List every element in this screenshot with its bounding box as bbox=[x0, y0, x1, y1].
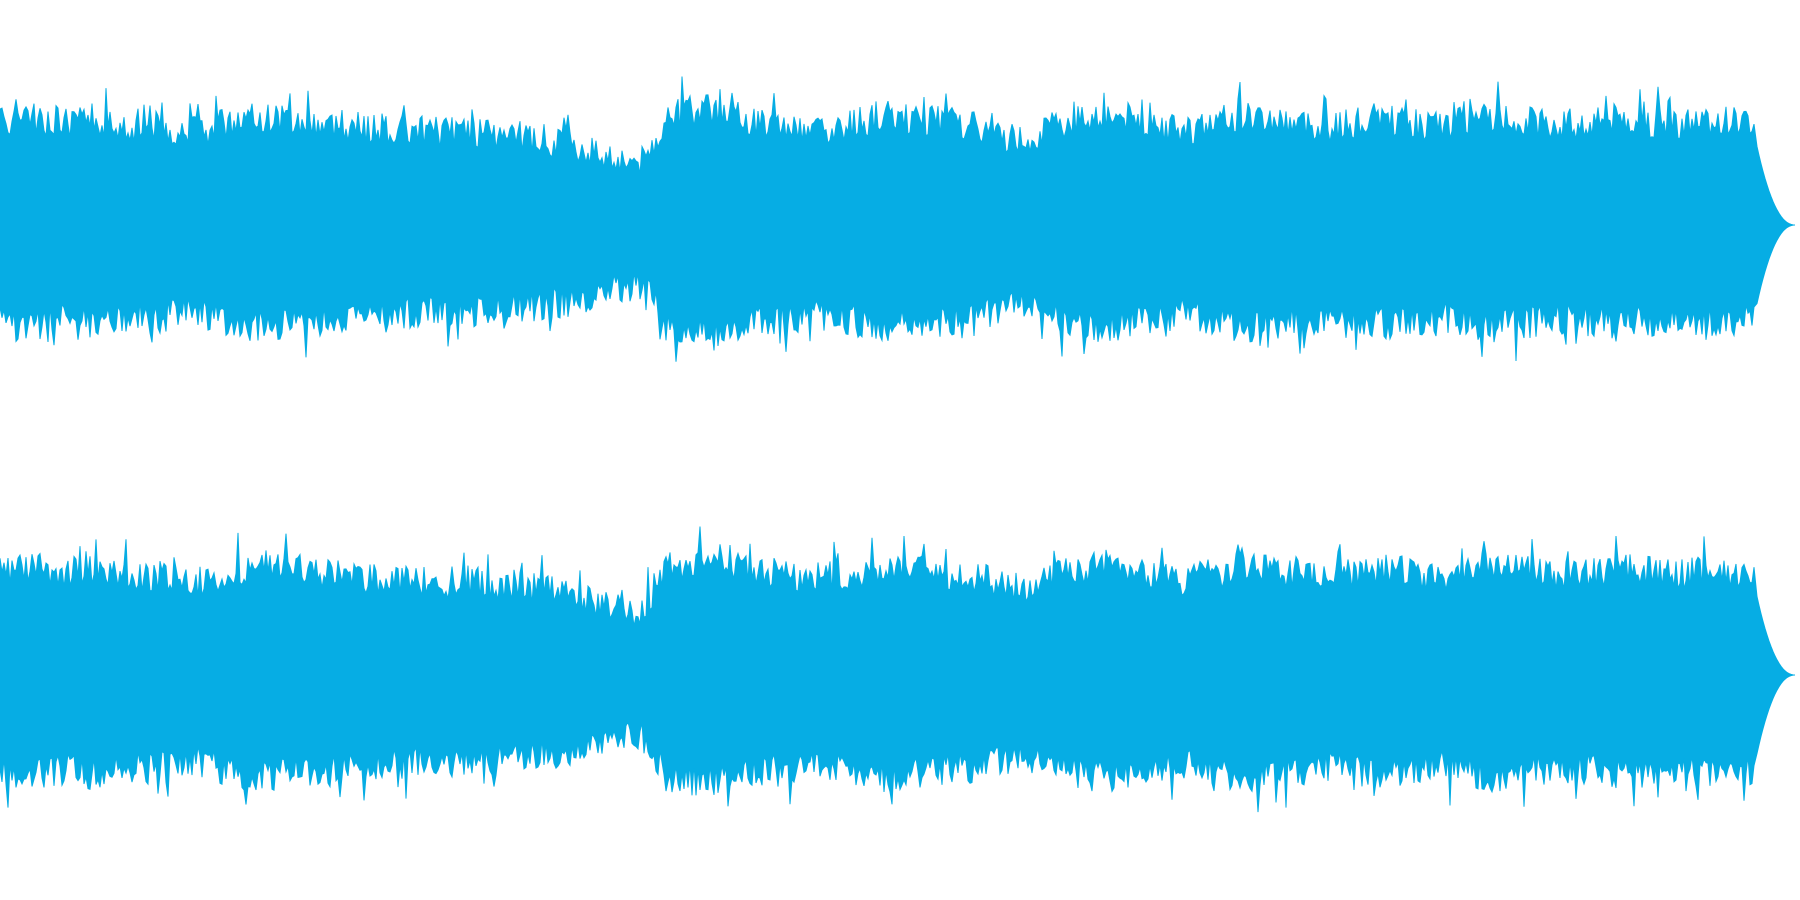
waveform-channel-left bbox=[0, 76, 1796, 362]
waveform-shape bbox=[0, 76, 1796, 362]
waveform-shape bbox=[0, 526, 1796, 813]
waveform-channel-right bbox=[0, 450, 1800, 900]
